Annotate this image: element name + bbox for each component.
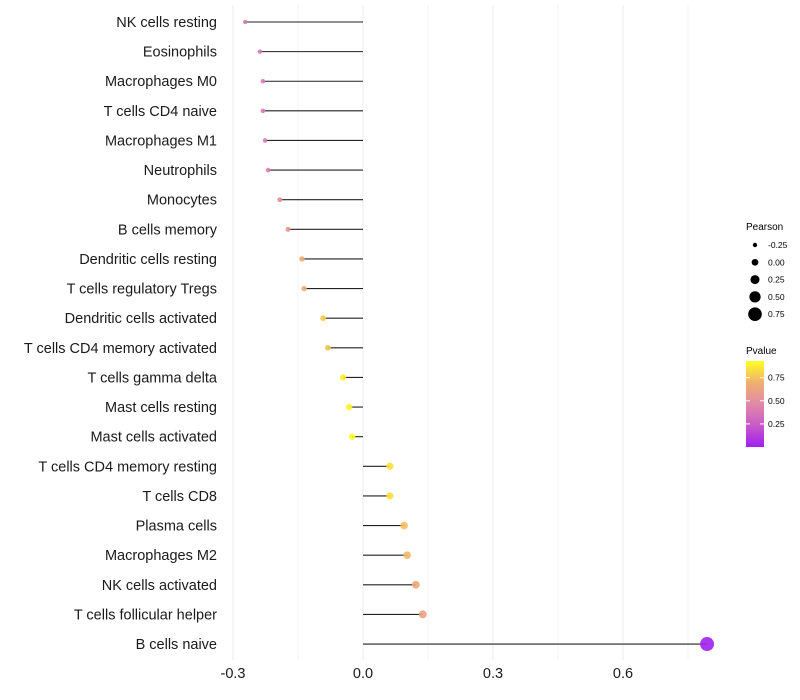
lollipop-point bbox=[243, 19, 248, 25]
lollipop-point bbox=[339, 374, 347, 381]
lollipop-point bbox=[345, 403, 353, 411]
color-legend-label: 0.50 bbox=[768, 396, 785, 406]
y-category-label: Macrophages M2 bbox=[105, 548, 217, 564]
lollipop-point bbox=[403, 551, 412, 559]
lollipop-point bbox=[260, 78, 266, 84]
lollipop-point bbox=[386, 462, 394, 470]
y-category-label: T cells gamma delta bbox=[88, 370, 218, 386]
y-category-label: Plasma cells bbox=[136, 519, 217, 535]
x-tick-label: 0.0 bbox=[353, 666, 373, 682]
lollipop-point bbox=[411, 580, 420, 589]
size-legend-dot bbox=[749, 291, 761, 303]
y-category-label: B cells memory bbox=[118, 222, 218, 238]
color-legend-label: 0.75 bbox=[768, 373, 785, 383]
lollipop-point bbox=[320, 315, 327, 322]
y-category-label: T cells CD8 bbox=[142, 489, 217, 505]
y-category-label: NK cells resting bbox=[116, 15, 217, 31]
lollipop-point bbox=[700, 637, 715, 652]
size-legend-label: -0.25 bbox=[768, 240, 788, 250]
lollipop-point bbox=[285, 226, 291, 232]
lollipop-point bbox=[348, 433, 356, 440]
y-category-label: T cells regulatory Tregs bbox=[67, 282, 217, 298]
lollipop-point bbox=[257, 49, 263, 54]
size-legend-dot bbox=[751, 258, 759, 266]
size-legend-label: 0.75 bbox=[768, 309, 785, 319]
y-category-label: Mast cells resting bbox=[105, 400, 217, 416]
y-category-label: B cells naive bbox=[136, 637, 217, 653]
y-category-label: Mast cells activated bbox=[90, 430, 217, 446]
size-legend-label: 0.00 bbox=[768, 257, 785, 267]
x-tick-label: 0.3 bbox=[483, 666, 503, 682]
color-legend-title: Pvalue bbox=[746, 346, 777, 357]
size-legend-label: 0.25 bbox=[768, 275, 785, 285]
y-category-label: NK cells activated bbox=[102, 578, 217, 594]
color-legend-label: 0.25 bbox=[768, 419, 785, 429]
lollipop-point bbox=[400, 521, 408, 530]
size-legend-dot bbox=[750, 275, 760, 285]
y-category-label: Dendritic cells activated bbox=[65, 311, 217, 327]
size-legend-dot bbox=[752, 242, 758, 248]
y-category-label: T cells CD4 naive bbox=[104, 104, 217, 120]
color-legend-bar bbox=[746, 361, 764, 447]
size-legend-title: Pearson bbox=[746, 222, 783, 233]
lollipop-point bbox=[277, 197, 283, 203]
y-category-label: T cells follicular helper bbox=[74, 607, 217, 623]
lollipop-point bbox=[265, 167, 271, 173]
lollipop-point bbox=[260, 108, 266, 114]
y-category-label: T cells CD4 memory resting bbox=[38, 459, 217, 475]
lollipop-point bbox=[386, 492, 394, 500]
x-tick-label: 0.6 bbox=[613, 666, 633, 682]
lollipop-point bbox=[301, 285, 307, 292]
y-category-label: Eosinophils bbox=[143, 45, 217, 61]
lollipop-point bbox=[299, 256, 305, 262]
lollipop-point bbox=[418, 610, 427, 619]
y-category-label: Dendritic cells resting bbox=[79, 252, 217, 268]
lollipop-point bbox=[262, 138, 268, 143]
size-legend-label: 0.50 bbox=[768, 292, 785, 302]
y-category-label: Monocytes bbox=[147, 193, 217, 209]
y-category-label: Macrophages M0 bbox=[105, 74, 217, 90]
size-legend-dot bbox=[748, 307, 762, 322]
lollipop-point bbox=[324, 344, 331, 351]
y-category-label: Macrophages M1 bbox=[105, 133, 217, 149]
y-category-label: Neutrophils bbox=[144, 163, 217, 179]
x-tick-label: -0.3 bbox=[221, 666, 246, 682]
y-category-label: T cells CD4 memory activated bbox=[24, 341, 217, 357]
